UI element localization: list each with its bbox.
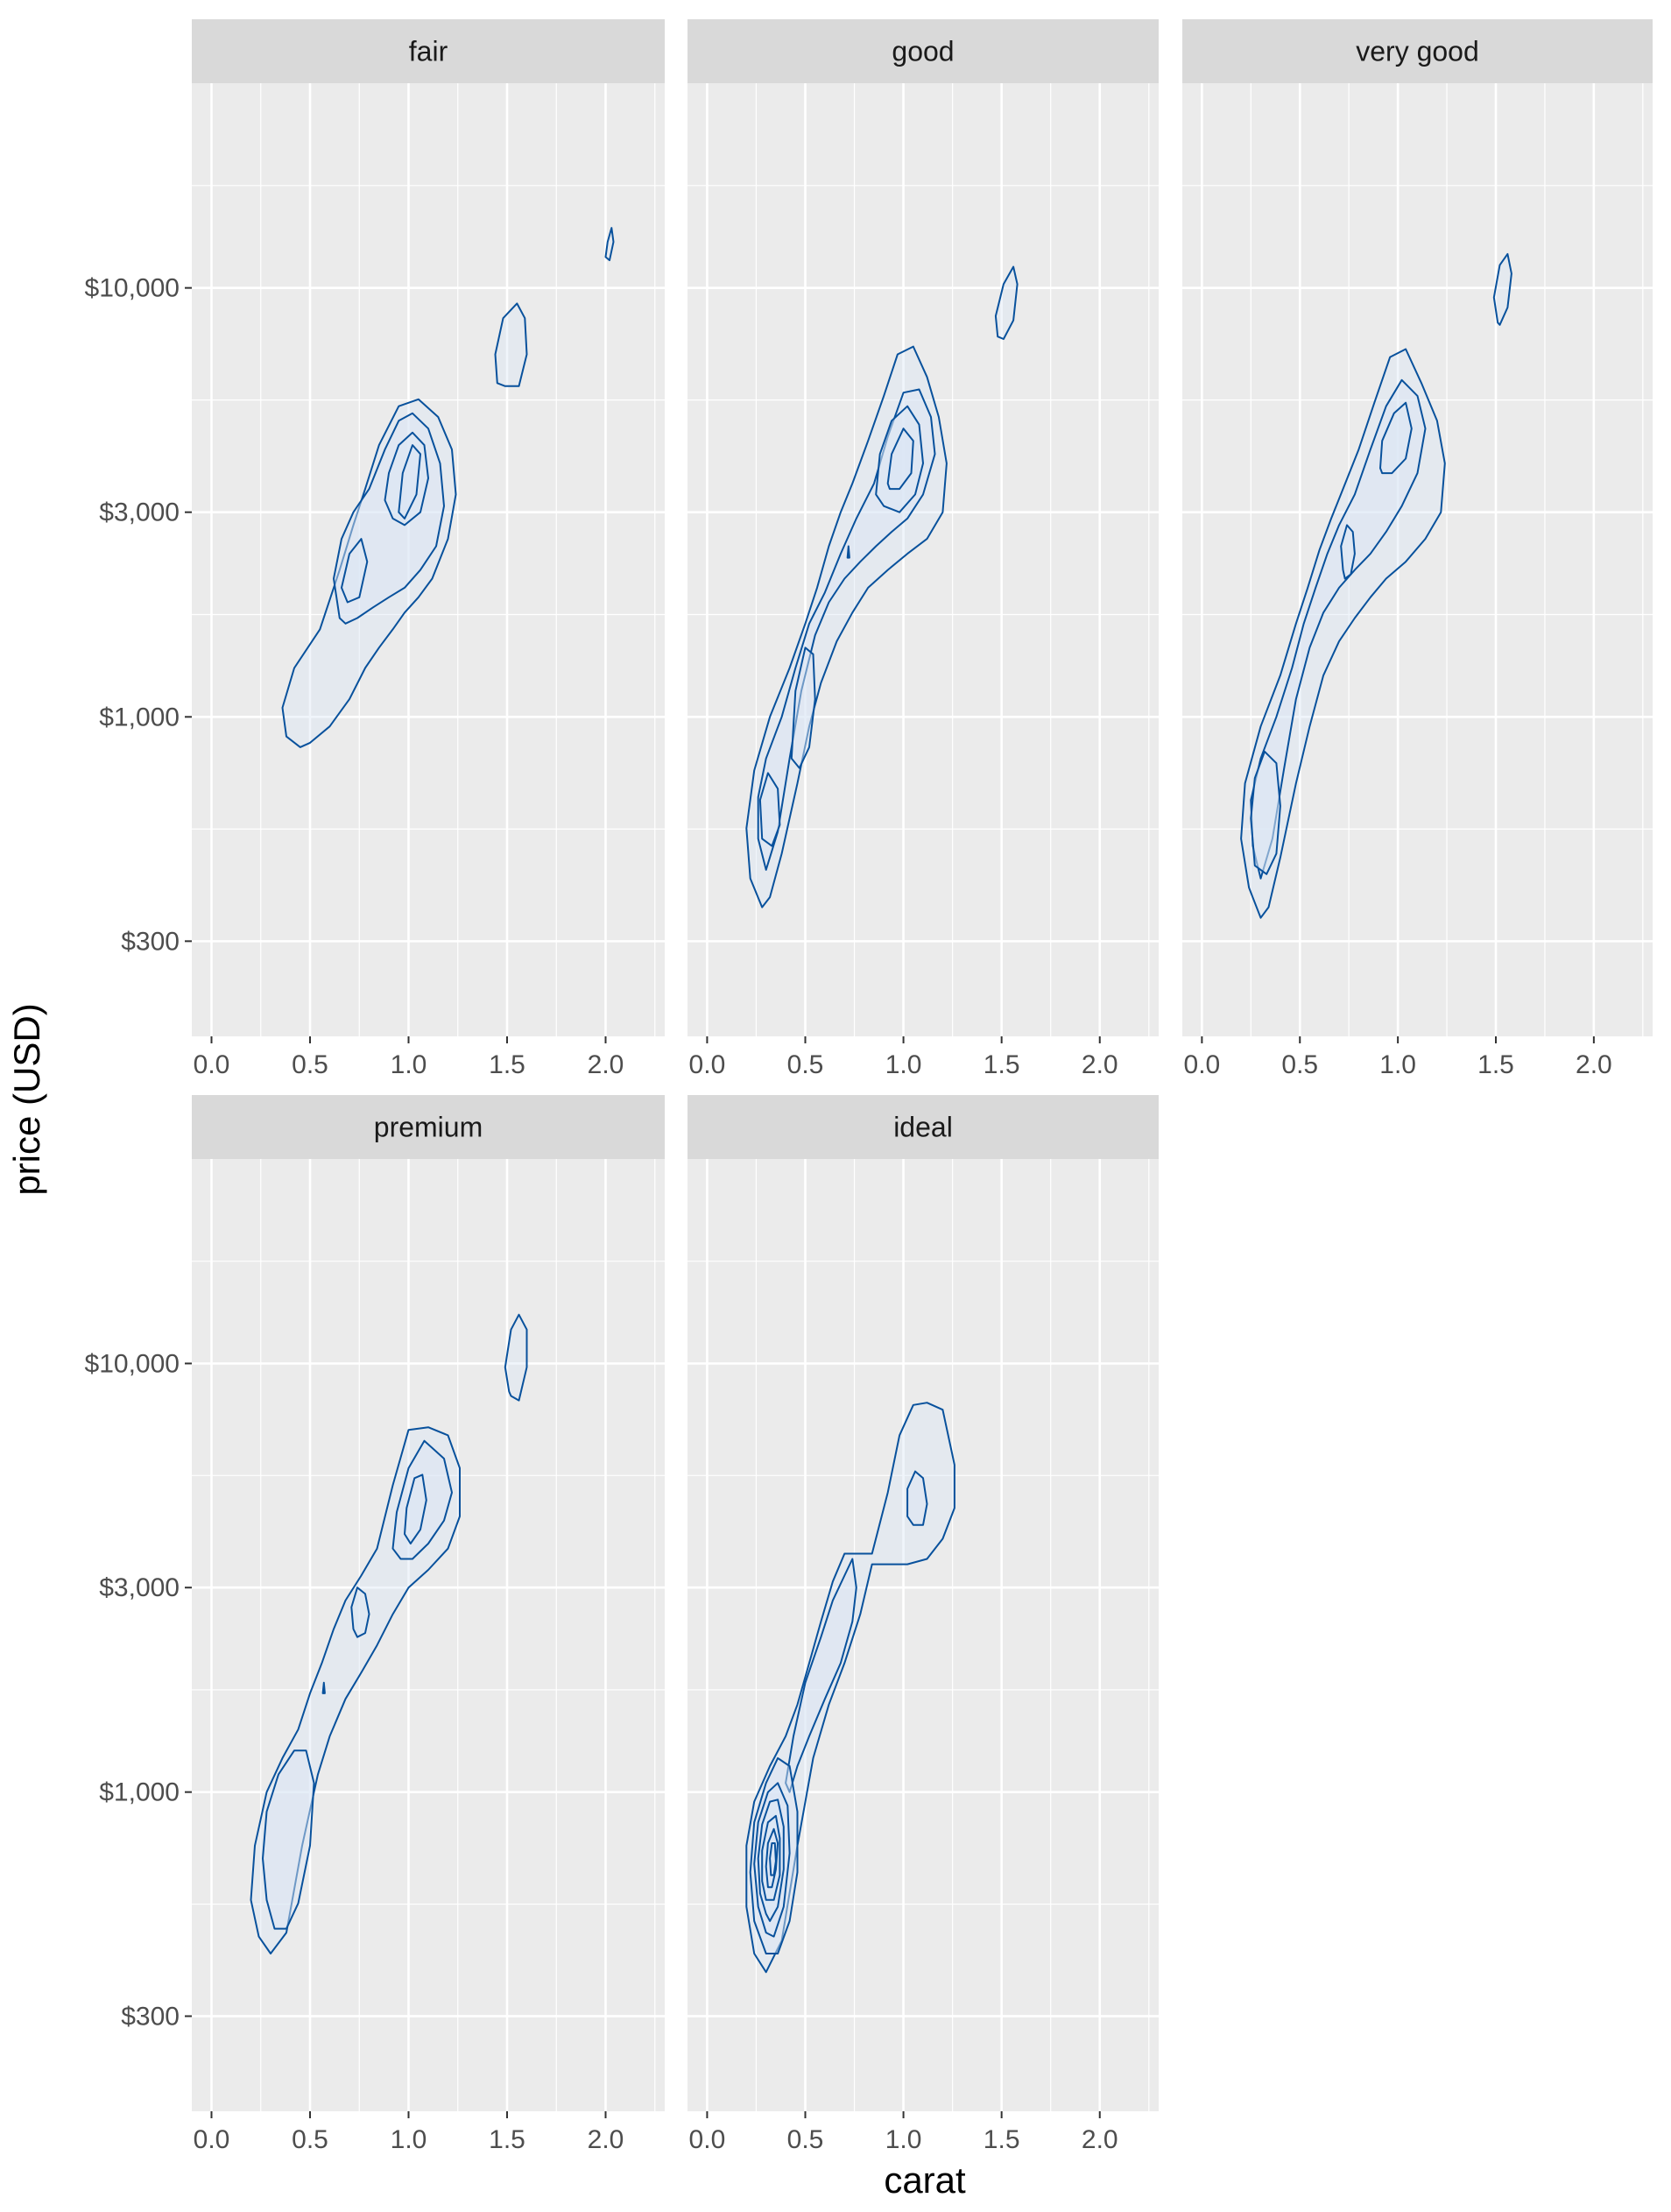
facet-panel: premium 0.0 0.5 1.0 1.5 2.0 $300 $1,000 $3,000 $1… bbox=[85, 1095, 665, 2154]
x-tick-label: 0.0 bbox=[689, 2125, 726, 2154]
y-tick-label: $3,000 bbox=[99, 498, 180, 527]
x-tick-label: 2.0 bbox=[588, 1050, 624, 1079]
facet-panel: good 0.0 0.5 1.0 1.5 2.0 bbox=[687, 19, 1159, 1079]
density-contour bbox=[785, 1558, 857, 1793]
x-tick-label: 1.5 bbox=[489, 1050, 525, 1079]
facet-panel: ideal 0.0 0.5 1.0 1.5 2.0 bbox=[687, 1095, 1159, 2154]
x-tick-label: 2.0 bbox=[588, 2125, 624, 2154]
facet-panels: fair 0.0 0.5 1.0 1.5 2.0 $300 $1,000 $3,000 $10,0… bbox=[85, 19, 1653, 2154]
density-contour bbox=[504, 1313, 528, 1402]
facet-strip bbox=[687, 19, 1159, 83]
x-tick-label: 0.0 bbox=[194, 2125, 230, 2154]
panel-background bbox=[687, 83, 1159, 1036]
facet-label: ideal bbox=[893, 1112, 953, 1143]
density-contour bbox=[1492, 252, 1512, 326]
density-contour bbox=[1240, 348, 1446, 919]
facet-label: good bbox=[892, 36, 954, 67]
facet-panel: fair 0.0 0.5 1.0 1.5 2.0 $300 $1,000 $3,000 $10,0… bbox=[85, 19, 665, 1079]
x-tick-label: 1.5 bbox=[489, 2125, 525, 2154]
x-axis-title: carat bbox=[884, 2159, 966, 2201]
density-contour bbox=[1340, 524, 1356, 580]
density-contour bbox=[350, 1587, 370, 1638]
x-tick-label: 1.0 bbox=[885, 1050, 922, 1079]
y-tick-label: $3,000 bbox=[99, 1573, 180, 1602]
x-tick-label: 0.5 bbox=[292, 1050, 328, 1079]
density-contour bbox=[1379, 401, 1413, 475]
facet-strip bbox=[687, 1095, 1159, 1159]
panel-background bbox=[192, 1159, 665, 2111]
density-contour bbox=[404, 1473, 427, 1544]
panel-background bbox=[687, 1159, 1159, 2111]
density-contour bbox=[886, 428, 914, 491]
x-tick-label: 0.0 bbox=[194, 1050, 230, 1079]
facet-strip bbox=[192, 19, 665, 83]
density-contour bbox=[846, 545, 850, 559]
facet-label: premium bbox=[374, 1112, 483, 1143]
x-tick-label: 0.5 bbox=[787, 2125, 824, 2154]
y-tick-label: $1,000 bbox=[99, 1778, 180, 1807]
facet-label: very good bbox=[1356, 36, 1479, 67]
density-contour bbox=[604, 227, 615, 262]
y-tick-label: $10,000 bbox=[85, 274, 180, 303]
density-contour bbox=[494, 302, 528, 387]
y-tick-label: $1,000 bbox=[99, 703, 180, 731]
x-tick-label: 1.5 bbox=[984, 2125, 1020, 2154]
panel-background bbox=[192, 83, 665, 1036]
density-contour bbox=[1250, 378, 1427, 880]
facet-strip bbox=[1182, 19, 1653, 83]
x-tick-label: 0.5 bbox=[292, 2125, 328, 2154]
density-contour bbox=[758, 772, 781, 847]
x-tick-label: 0.5 bbox=[1281, 1050, 1318, 1079]
facet-label: fair bbox=[409, 36, 448, 67]
x-tick-label: 2.0 bbox=[1082, 1050, 1118, 1079]
y-tick-label: $300 bbox=[121, 2002, 180, 2031]
density-contour bbox=[906, 1470, 928, 1526]
density-contour bbox=[745, 1402, 955, 1974]
y-tick-label: $300 bbox=[121, 927, 180, 956]
x-tick-label: 0.0 bbox=[689, 1050, 726, 1079]
x-tick-label: 0.0 bbox=[1184, 1050, 1221, 1079]
density-contour bbox=[321, 1681, 326, 1694]
density-contour bbox=[1250, 750, 1281, 875]
x-tick-label: 1.0 bbox=[391, 1050, 427, 1079]
density-contour bbox=[769, 1842, 777, 1876]
y-tick-label: $10,000 bbox=[85, 1349, 180, 1378]
x-tick-label: 2.0 bbox=[1576, 1050, 1612, 1079]
y-axis-title: price (USD) bbox=[6, 1003, 47, 1195]
facet-strip bbox=[192, 1095, 665, 1159]
density-contour bbox=[341, 538, 369, 604]
x-tick-label: 1.5 bbox=[1477, 1050, 1514, 1079]
x-tick-label: 2.0 bbox=[1082, 2125, 1118, 2154]
density-contour bbox=[398, 444, 421, 519]
density-contour bbox=[262, 1749, 315, 1930]
density-contour bbox=[790, 647, 816, 769]
x-tick-label: 1.0 bbox=[1379, 1050, 1416, 1079]
density-contour bbox=[994, 265, 1019, 340]
x-tick-label: 1.5 bbox=[984, 1050, 1020, 1079]
facet-panel: very good 0.0 0.5 1.0 1.5 2.0 bbox=[1182, 19, 1653, 1079]
x-tick-label: 1.0 bbox=[885, 2125, 922, 2154]
x-tick-label: 0.5 bbox=[787, 1050, 824, 1079]
x-tick-label: 1.0 bbox=[391, 2125, 427, 2154]
